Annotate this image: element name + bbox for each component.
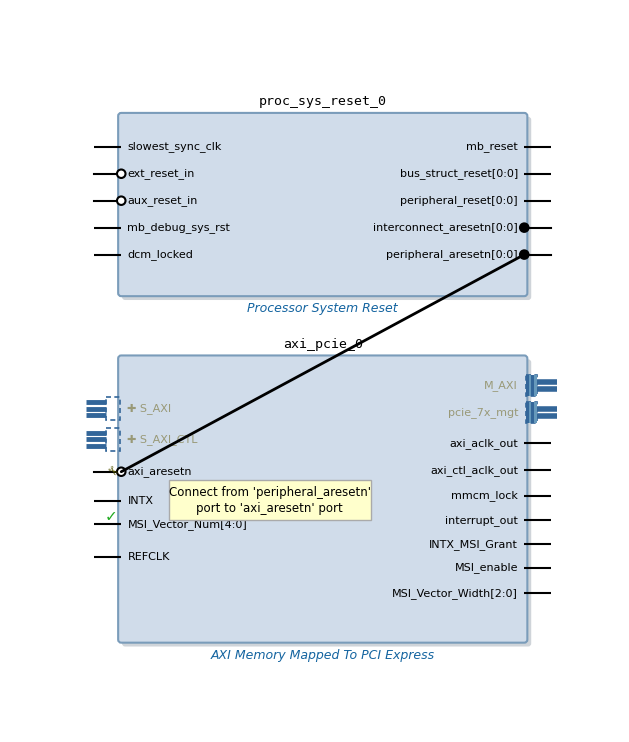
Text: AXI Memory Mapped To PCI Express: AXI Memory Mapped To PCI Express xyxy=(211,649,435,662)
Text: Processor System Reset: Processor System Reset xyxy=(247,302,398,315)
Text: axi_aresetn: axi_aresetn xyxy=(128,466,192,477)
Bar xyxy=(526,401,537,423)
Bar xyxy=(534,401,537,423)
Text: slowest_sync_clk: slowest_sync_clk xyxy=(128,141,222,152)
Text: INTX_MSI_Grant: INTX_MSI_Grant xyxy=(429,539,518,550)
Text: M_AXI: M_AXI xyxy=(484,380,518,391)
Text: mmcm_lock: mmcm_lock xyxy=(451,490,518,501)
Text: peripheral_aresetn[0:0]: peripheral_aresetn[0:0] xyxy=(386,249,518,260)
Text: ✚ S_AXI_CTL: ✚ S_AXI_CTL xyxy=(128,434,198,445)
Text: REFCLK: REFCLK xyxy=(128,552,170,562)
Bar xyxy=(534,375,537,396)
Text: ✓: ✓ xyxy=(105,509,118,524)
Circle shape xyxy=(117,467,126,476)
Bar xyxy=(526,375,528,396)
Text: ✂: ✂ xyxy=(103,464,120,480)
Text: bus_struct_reset[0:0]: bus_struct_reset[0:0] xyxy=(400,168,518,180)
Text: axi_aclk_out: axi_aclk_out xyxy=(449,438,518,449)
FancyBboxPatch shape xyxy=(118,113,527,296)
Bar xyxy=(532,375,534,396)
FancyBboxPatch shape xyxy=(118,355,527,643)
Bar xyxy=(528,401,532,423)
Circle shape xyxy=(520,223,528,232)
Text: peripheral_reset[0:0]: peripheral_reset[0:0] xyxy=(401,195,518,206)
Bar xyxy=(106,428,120,451)
Text: interconnect_aresetn[0:0]: interconnect_aresetn[0:0] xyxy=(373,222,518,233)
Circle shape xyxy=(520,250,528,259)
Text: ✚ S_AXI: ✚ S_AXI xyxy=(128,403,172,414)
Bar xyxy=(532,401,534,423)
Text: interrupt_out: interrupt_out xyxy=(445,515,518,525)
FancyBboxPatch shape xyxy=(122,359,532,646)
Text: aux_reset_in: aux_reset_in xyxy=(128,195,198,206)
Text: port to 'axi_aresetn' port: port to 'axi_aresetn' port xyxy=(196,502,343,515)
Text: MSI_Vector_Num[4:0]: MSI_Vector_Num[4:0] xyxy=(128,519,247,530)
Text: axi_pcie_0: axi_pcie_0 xyxy=(283,338,363,351)
Text: dcm_locked: dcm_locked xyxy=(128,249,193,260)
Text: MSI_enable: MSI_enable xyxy=(455,562,518,574)
Text: MSI_Vector_Width[2:0]: MSI_Vector_Width[2:0] xyxy=(392,588,518,599)
Text: INTX: INTX xyxy=(128,496,153,506)
Text: proc_sys_reset_0: proc_sys_reset_0 xyxy=(259,95,387,108)
Bar xyxy=(526,401,528,423)
Text: mb_debug_sys_rst: mb_debug_sys_rst xyxy=(128,222,230,233)
Text: pcie_7x_mgt: pcie_7x_mgt xyxy=(448,407,518,418)
Bar xyxy=(526,375,537,396)
Bar xyxy=(528,375,532,396)
Circle shape xyxy=(117,169,126,178)
Bar xyxy=(106,397,120,420)
Text: Connect from 'peripheral_aresetn': Connect from 'peripheral_aresetn' xyxy=(169,486,370,499)
Text: axi_ctl_aclk_out: axi_ctl_aclk_out xyxy=(430,464,518,476)
FancyBboxPatch shape xyxy=(169,480,371,520)
Text: mb_reset: mb_reset xyxy=(466,141,518,152)
Circle shape xyxy=(117,197,126,205)
Text: ext_reset_in: ext_reset_in xyxy=(128,168,195,180)
FancyBboxPatch shape xyxy=(122,116,532,300)
